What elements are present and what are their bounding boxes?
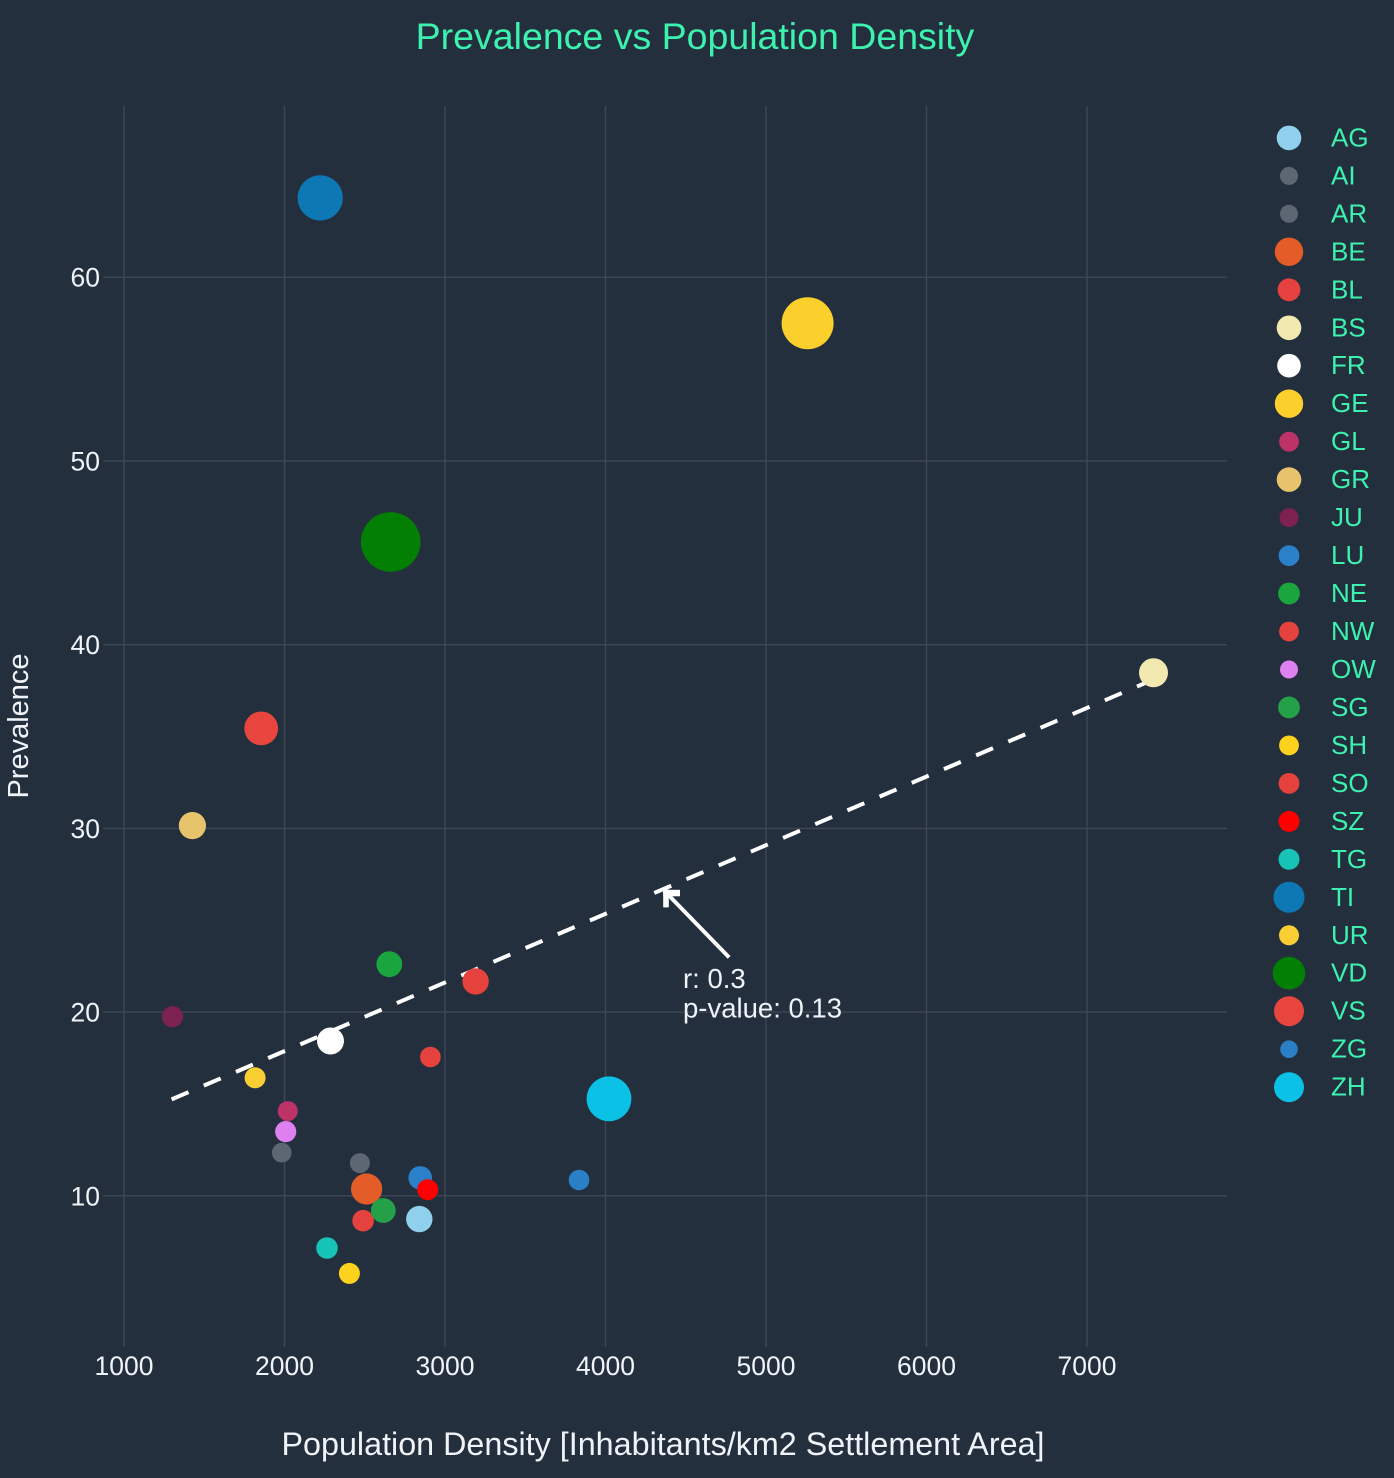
svg-text:ZG: ZG [1331,1034,1367,1064]
svg-text:60: 60 [71,263,100,293]
svg-text:AI: AI [1331,160,1356,190]
svg-text:ZH: ZH [1331,1072,1366,1102]
svg-text:SH: SH [1331,730,1367,760]
svg-text:10: 10 [71,1181,100,1211]
svg-text:Prevalence vs Population Densi: Prevalence vs Population Density [416,15,975,57]
svg-text:4000: 4000 [576,1351,635,1381]
svg-text:VD: VD [1331,958,1367,988]
svg-text:JU: JU [1331,502,1363,532]
svg-text:UR: UR [1331,920,1369,950]
svg-text:40: 40 [71,630,100,660]
svg-text:20: 20 [71,998,100,1028]
svg-text:TI: TI [1331,882,1354,912]
svg-text:Population Density [Inhabitant: Population Density [Inhabitants/km2 Sett… [282,1426,1045,1462]
svg-text:2000: 2000 [255,1351,314,1381]
svg-text:VS: VS [1331,996,1366,1026]
svg-text:5000: 5000 [737,1351,796,1381]
svg-text:1000: 1000 [95,1351,154,1381]
svg-text:BE: BE [1331,236,1366,266]
svg-text:p-value: 0.13: p-value: 0.13 [683,993,842,1024]
svg-text:SO: SO [1331,768,1369,798]
svg-text:TG: TG [1331,844,1367,874]
svg-text:6000: 6000 [897,1351,956,1381]
svg-text:BL: BL [1331,274,1363,304]
svg-text:GL: GL [1331,426,1366,456]
svg-text:NW: NW [1331,616,1375,646]
svg-text:50: 50 [71,446,100,476]
svg-text:OW: OW [1331,654,1376,684]
svg-text:30: 30 [71,814,100,844]
svg-text:3000: 3000 [416,1351,475,1381]
svg-text:GE: GE [1331,388,1369,418]
svg-text:LU: LU [1331,540,1364,570]
svg-text:7000: 7000 [1058,1351,1117,1381]
svg-text:AG: AG [1331,122,1369,152]
svg-text:SZ: SZ [1331,806,1364,836]
svg-text:Prevalence: Prevalence [3,653,35,798]
svg-text:r: 0.3: r: 0.3 [683,963,746,994]
svg-text:SG: SG [1331,692,1369,722]
svg-text:AR: AR [1331,198,1367,228]
svg-text:BS: BS [1331,312,1366,342]
svg-text:NE: NE [1331,578,1367,608]
svg-text:GR: GR [1331,464,1370,494]
svg-text:FR: FR [1331,350,1366,380]
